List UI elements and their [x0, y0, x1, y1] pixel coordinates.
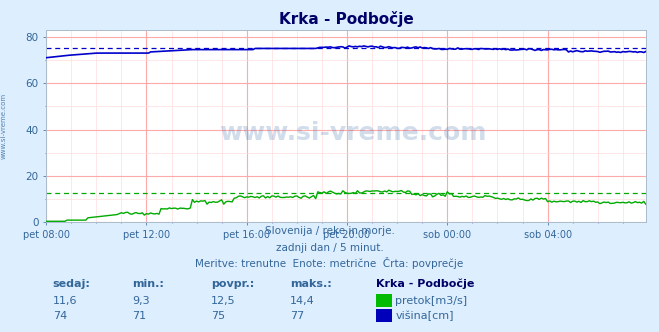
- Text: min.:: min.:: [132, 279, 163, 289]
- Text: Meritve: trenutne  Enote: metrične  Črta: povprečje: Meritve: trenutne Enote: metrične Črta: …: [195, 257, 464, 269]
- Text: 75: 75: [211, 311, 225, 321]
- Text: povpr.:: povpr.:: [211, 279, 254, 289]
- Text: Krka - Podbočje: Krka - Podbočje: [376, 279, 474, 289]
- Text: 71: 71: [132, 311, 146, 321]
- Text: 74: 74: [53, 311, 67, 321]
- Text: www.si-vreme.com: www.si-vreme.com: [0, 93, 7, 159]
- Text: 77: 77: [290, 311, 304, 321]
- Text: višina[cm]: višina[cm]: [395, 310, 454, 321]
- Text: Slovenija / reke in morje.: Slovenija / reke in morje.: [264, 226, 395, 236]
- Text: 9,3: 9,3: [132, 296, 150, 306]
- Text: 14,4: 14,4: [290, 296, 315, 306]
- Text: zadnji dan / 5 minut.: zadnji dan / 5 minut.: [275, 243, 384, 253]
- Text: www.si-vreme.com: www.si-vreme.com: [219, 121, 486, 145]
- Text: maks.:: maks.:: [290, 279, 331, 289]
- Title: Krka - Podbočje: Krka - Podbočje: [279, 11, 413, 27]
- Text: 12,5: 12,5: [211, 296, 235, 306]
- Text: pretok[m3/s]: pretok[m3/s]: [395, 296, 467, 306]
- Text: sedaj:: sedaj:: [53, 279, 90, 289]
- Text: 11,6: 11,6: [53, 296, 77, 306]
